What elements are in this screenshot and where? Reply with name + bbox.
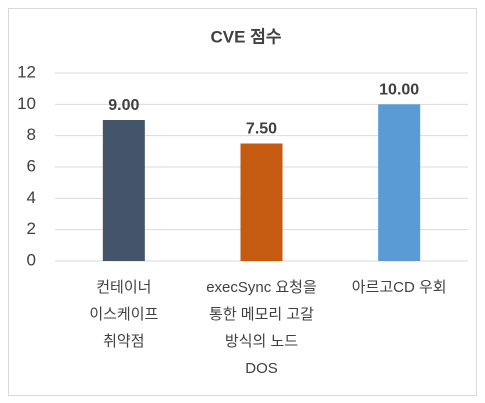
bar xyxy=(240,143,283,261)
y-tick-label: 4 xyxy=(27,188,36,207)
x-tick-label: execSync 요청을 통한 메모리 고갈 방식의 노드 DOS xyxy=(206,279,317,377)
chart-title: CVE 점수 xyxy=(211,27,282,46)
bar xyxy=(102,120,145,261)
y-tick-label: 6 xyxy=(27,156,36,175)
y-tick-label: 8 xyxy=(27,125,36,144)
value-label: 9.00 xyxy=(108,97,139,114)
y-tick-label: 12 xyxy=(17,62,36,81)
x-tick-label: 컨테이너 이스케이프 취약점 xyxy=(89,279,159,350)
x-tick-label: 아르고CD 우회 xyxy=(351,279,447,296)
y-tick-label: 10 xyxy=(17,94,36,113)
value-label: 7.50 xyxy=(246,121,277,138)
y-tick-label: 2 xyxy=(27,219,36,238)
y-tick-label: 0 xyxy=(27,250,36,269)
value-label: 10.00 xyxy=(379,82,419,99)
bar xyxy=(378,104,421,261)
